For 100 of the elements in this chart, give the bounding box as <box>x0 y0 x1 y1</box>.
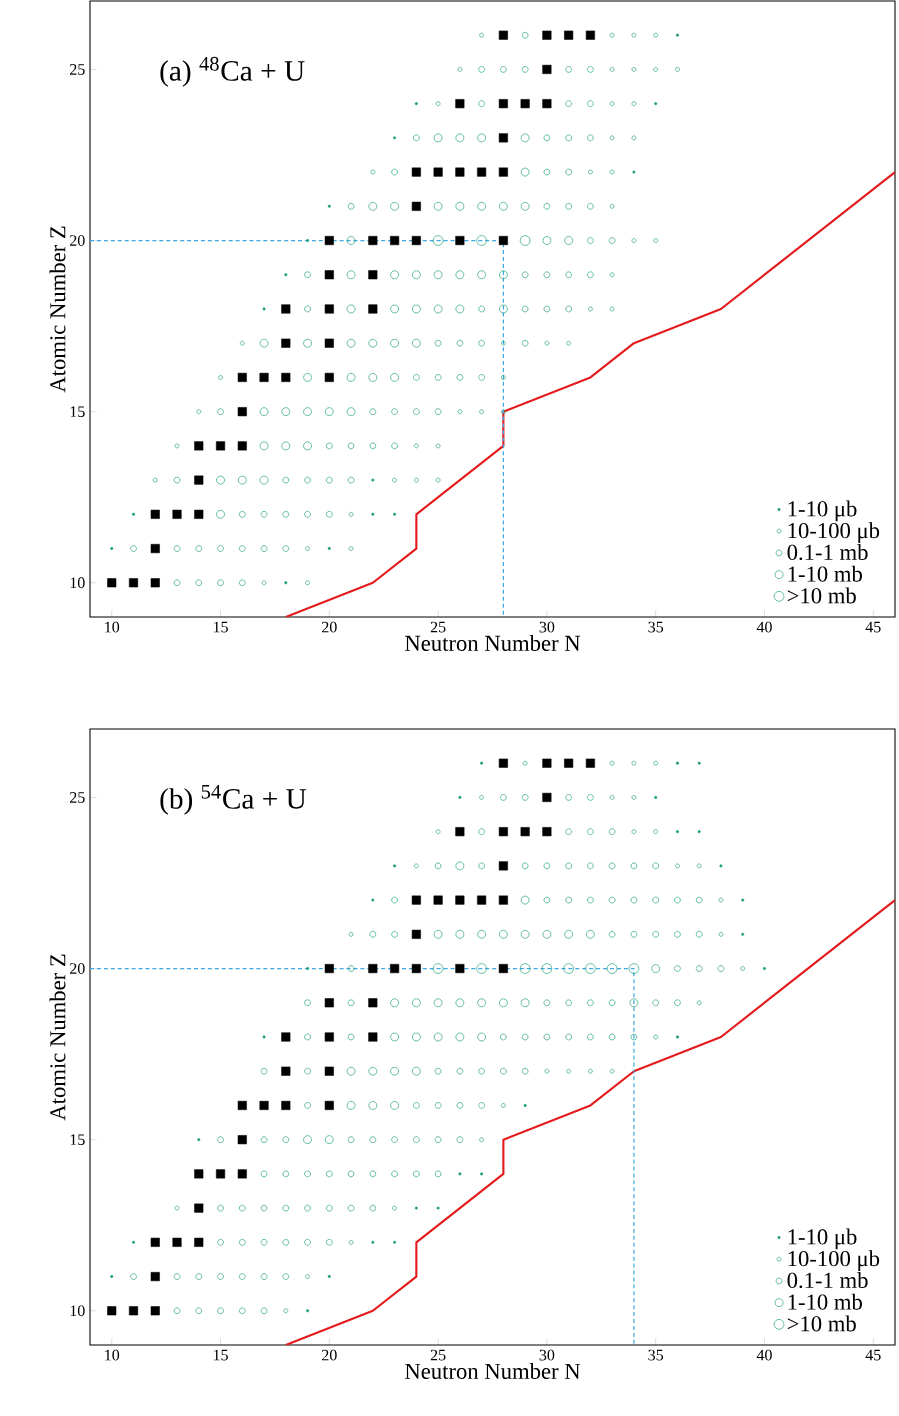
point <box>566 1068 571 1074</box>
point <box>152 477 158 483</box>
point <box>327 204 331 208</box>
point <box>631 32 637 38</box>
point <box>501 409 506 414</box>
point <box>196 409 202 414</box>
point <box>324 338 334 348</box>
point <box>261 580 267 586</box>
y-axis-title: Atomic Number Z <box>49 226 66 393</box>
point <box>499 929 508 939</box>
x-tick-label: 15 <box>213 621 228 633</box>
point <box>197 1138 201 1142</box>
point <box>498 236 508 246</box>
point <box>368 373 378 382</box>
point <box>609 760 615 766</box>
point <box>262 1035 266 1039</box>
point <box>368 964 378 974</box>
point <box>390 338 399 348</box>
x-axis-title: Neutron Number N <box>405 634 581 651</box>
legend-label: 1-10 μb <box>788 500 857 522</box>
point <box>455 1032 465 1042</box>
point <box>305 1274 310 1279</box>
point <box>477 133 486 143</box>
legend-label: 1-10 mb <box>788 1293 862 1310</box>
point <box>281 338 291 348</box>
point <box>653 238 659 243</box>
point <box>519 963 531 974</box>
point <box>303 1135 312 1145</box>
point <box>346 236 356 245</box>
point <box>174 443 180 449</box>
point <box>411 201 421 211</box>
point <box>609 169 615 175</box>
point <box>458 795 462 799</box>
point <box>368 304 378 314</box>
point <box>306 1309 310 1313</box>
x-tick-label: 40 <box>756 621 772 633</box>
point <box>371 898 375 902</box>
point <box>370 169 376 175</box>
point <box>675 67 680 72</box>
point <box>414 477 419 483</box>
point <box>368 1032 378 1042</box>
point <box>414 863 419 869</box>
point <box>609 795 615 800</box>
point <box>585 30 595 40</box>
point <box>110 1275 114 1279</box>
point <box>390 304 399 314</box>
y-tick-label: 25 <box>70 64 85 75</box>
point <box>455 861 465 871</box>
point <box>371 1240 375 1244</box>
point <box>585 758 595 768</box>
point <box>477 929 486 939</box>
point <box>498 30 508 40</box>
point <box>499 270 508 280</box>
point <box>150 544 160 554</box>
point <box>259 441 269 451</box>
point <box>283 1308 289 1314</box>
point <box>520 998 530 1008</box>
legend-label: >10 mb <box>787 1315 856 1332</box>
point <box>433 133 443 143</box>
point <box>542 236 552 245</box>
point <box>131 1240 136 1244</box>
point <box>237 1169 247 1179</box>
point <box>606 963 618 974</box>
point <box>498 964 508 974</box>
point <box>281 304 291 314</box>
point <box>675 830 679 834</box>
point <box>499 998 508 1008</box>
point <box>455 929 465 939</box>
y-axis-title: Atomic Number Z <box>49 954 66 1121</box>
point <box>479 795 484 800</box>
point <box>303 441 312 451</box>
point <box>414 443 419 449</box>
y-tick-label: 15 <box>70 1134 85 1146</box>
point <box>697 830 701 834</box>
point <box>368 1101 378 1110</box>
point <box>631 135 637 141</box>
point <box>542 758 552 768</box>
point <box>741 898 745 902</box>
point <box>520 201 530 211</box>
point <box>239 340 245 346</box>
point <box>455 236 465 246</box>
point <box>412 304 421 314</box>
point <box>194 509 204 519</box>
point <box>564 236 573 245</box>
point <box>609 32 615 38</box>
point <box>346 1101 356 1110</box>
point <box>368 338 378 348</box>
point <box>194 475 204 485</box>
point <box>609 272 615 278</box>
point <box>675 1035 679 1039</box>
point <box>499 201 508 211</box>
point <box>303 407 312 416</box>
point <box>433 270 443 280</box>
point <box>324 998 334 1008</box>
point <box>520 167 530 177</box>
point <box>327 547 331 551</box>
point <box>324 270 334 280</box>
point <box>368 236 378 246</box>
point <box>609 135 615 141</box>
point <box>150 578 160 588</box>
